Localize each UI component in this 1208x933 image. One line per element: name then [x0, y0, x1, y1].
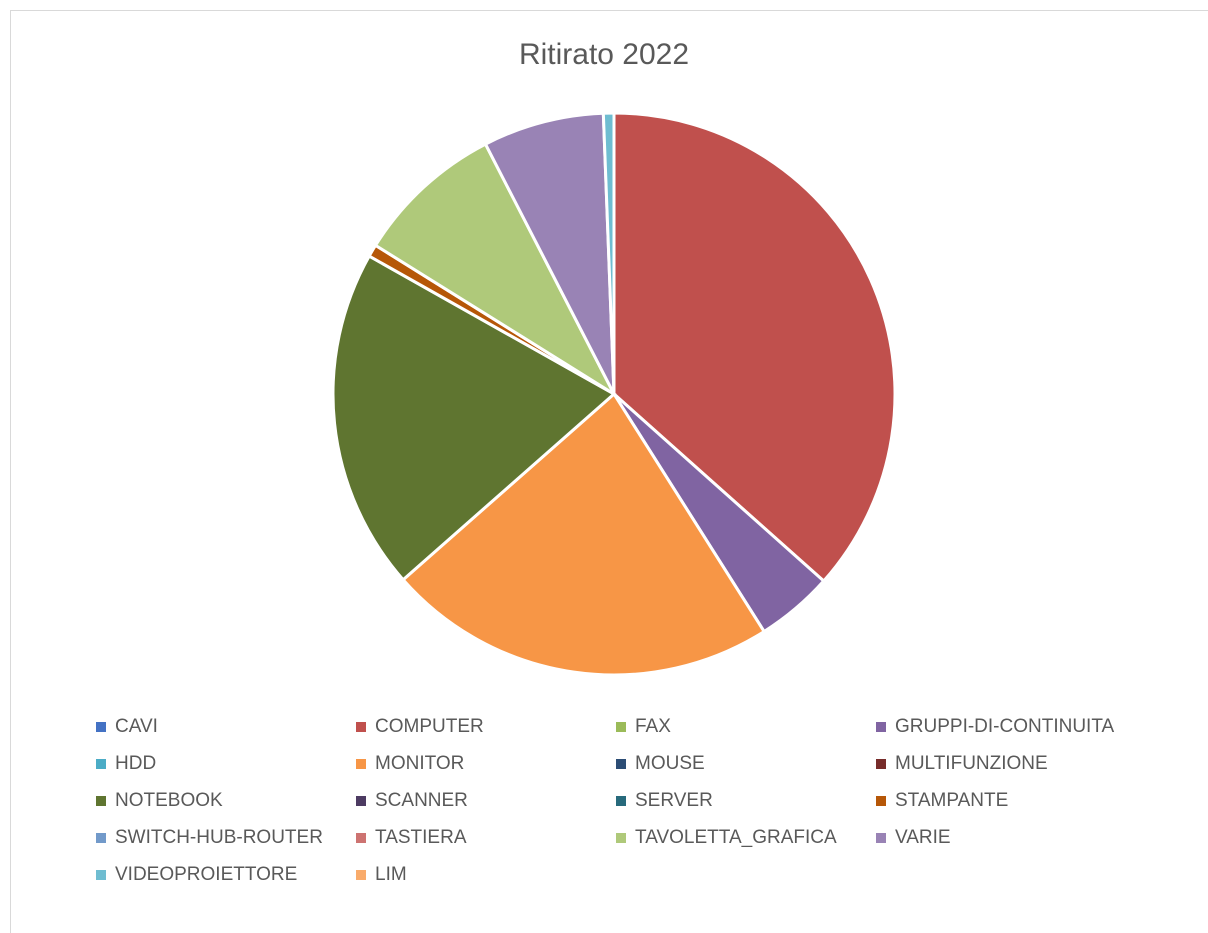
pie-slice-videoproiettore [601, 111, 616, 395]
legend-item-mouse: MOUSE [616, 749, 705, 779]
legend-label: LIM [375, 864, 407, 885]
legend-item-varie: VARIE [876, 823, 951, 853]
legend-label: MULTIFUNZIONE [895, 753, 1048, 774]
pie-slice-monitor [401, 391, 767, 677]
legend-swatch [876, 833, 886, 843]
legend-label: SERVER [635, 790, 713, 811]
legend-label: MOUSE [635, 753, 705, 774]
legend-label: COMPUTER [375, 716, 484, 737]
legend-label: GRUPPI-DI-CONTINUITA [895, 716, 1115, 737]
legend-item-stampante: STAMPANTE [876, 786, 1008, 816]
legend-swatch [356, 870, 366, 880]
legend-item-tavoletta-grafica: TAVOLETTA_GRAFICA [616, 823, 837, 853]
legend-label: SWITCH-HUB-ROUTER [115, 827, 323, 848]
legend-item-gruppi-di-continuita: GRUPPI-DI-CONTINUITA [876, 712, 1114, 742]
legend-swatch [616, 833, 626, 843]
legend-swatch [616, 759, 626, 769]
legend-item-videoproiettore: VIDEOPROIETTORE [96, 860, 297, 890]
legend-item-monitor: MONITOR [356, 749, 464, 779]
legend-item-tastiera: TASTIERA [356, 823, 467, 853]
legend-item-notebook: NOTEBOOK [96, 786, 223, 816]
legend-swatch [876, 722, 886, 732]
legend-swatch [96, 759, 106, 769]
legend-swatch [96, 796, 106, 806]
pie-slice-varie [483, 111, 616, 395]
legend-swatch [356, 759, 366, 769]
legend-swatch [96, 870, 106, 880]
legend-label: VIDEOPROIETTORE [115, 864, 298, 885]
chart-frame [10, 10, 1208, 933]
legend-item-fax: FAX [616, 712, 671, 742]
chart-title: Ritirato 2022 [518, 38, 690, 71]
legend-label: CAVI [115, 716, 158, 737]
legend-label: FAX [635, 716, 671, 737]
legend-label: TAVOLETTA_GRAFICA [635, 827, 837, 848]
legend-item-cavi: CAVI [96, 712, 158, 742]
legend-swatch [356, 722, 366, 732]
legend-label: HDD [115, 753, 157, 774]
legend-item-server: SERVER [616, 786, 713, 816]
legend-swatch [876, 796, 886, 806]
pie-chart [331, 111, 897, 677]
legend-swatch [356, 833, 366, 843]
legend-label: SCANNER [375, 790, 468, 811]
legend-swatch [616, 796, 626, 806]
legend-label: MONITOR [375, 753, 465, 774]
legend-label: STAMPANTE [895, 790, 1009, 811]
pie-slice-notebook [331, 254, 617, 582]
legend-swatch [356, 796, 366, 806]
legend-label: NOTEBOOK [115, 790, 223, 811]
legend-item-switch-hub-router: SWITCH-HUB-ROUTER [96, 823, 323, 853]
legend-swatch [96, 833, 106, 843]
legend-item-multifunzione: MULTIFUNZIONE [876, 749, 1048, 779]
pie-slice-computer [612, 111, 897, 584]
legend-item-scanner: SCANNER [356, 786, 468, 816]
legend-label: TASTIERA [375, 827, 467, 848]
legend-item-computer: COMPUTER [356, 712, 484, 742]
legend-swatch [96, 722, 106, 732]
legend-label: VARIE [895, 827, 951, 848]
legend-swatch [616, 722, 626, 732]
legend-item-hdd: HDD [96, 749, 156, 779]
legend-swatch [876, 759, 886, 769]
legend-item-lim: LIM [356, 860, 407, 890]
pie-slice-tavoletta-grafica [373, 142, 618, 399]
